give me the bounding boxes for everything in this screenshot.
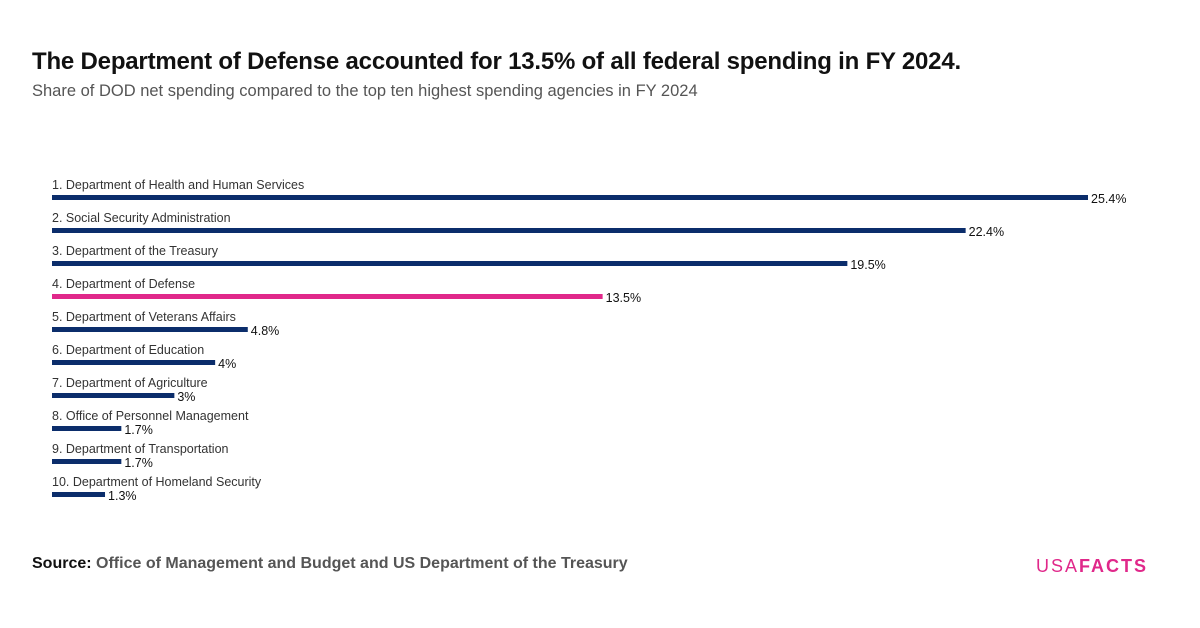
- bar-category-label: 4. Department of Defense: [52, 277, 195, 291]
- bar-value-label: 22.4%: [969, 225, 1004, 239]
- bar: [52, 261, 848, 266]
- bar-category-label: 2. Social Security Administration: [52, 211, 231, 225]
- bar-category-label: 10. Department of Homeland Security: [52, 475, 262, 489]
- chart-title: The Department of Defense accounted for …: [32, 48, 961, 75]
- bar-value-label: 1.3%: [108, 489, 137, 503]
- bar-value-label: 25.4%: [1091, 192, 1126, 206]
- source-label: Source:: [32, 555, 92, 572]
- bar: [52, 459, 122, 464]
- bar-category-label: 1. Department of Health and Human Servic…: [52, 178, 304, 192]
- bar: [52, 228, 966, 233]
- bar-category-label: 9. Department of Transportation: [52, 442, 229, 456]
- bar-value-label: 1.7%: [124, 423, 153, 437]
- chart-subtitle: Share of DOD net spending compared to th…: [32, 82, 698, 100]
- bar-value-label: 13.5%: [606, 291, 641, 305]
- bar-value-label: 3%: [177, 390, 195, 404]
- bar: [52, 393, 175, 398]
- bar-category-label: 7. Department of Agriculture: [52, 376, 208, 390]
- usafacts-logo: USAFACTS: [1036, 556, 1148, 577]
- bar-category-label: 6. Department of Education: [52, 343, 204, 357]
- logo-usa-text: USA: [1035, 556, 1079, 576]
- logo-facts-text: FACTS: [1078, 556, 1148, 576]
- source-note: Source: Office of Management and Budget …: [32, 555, 628, 573]
- bar-value-label: 19.5%: [850, 258, 885, 272]
- bar-category-label: 3. Department of the Treasury: [52, 244, 219, 258]
- bar-value-label: 1.7%: [124, 456, 153, 470]
- bar-value-label: 4.8%: [251, 324, 280, 338]
- bar-value-label: 4%: [218, 357, 236, 371]
- bar: [52, 360, 216, 365]
- bar: [52, 492, 106, 497]
- bar-category-label: 5. Department of Veterans Affairs: [52, 310, 236, 324]
- bar-category-label: 8. Office of Personnel Management: [52, 409, 249, 423]
- bar: [52, 426, 122, 431]
- bar: [52, 195, 1088, 200]
- bar: [52, 327, 248, 332]
- bar: [52, 294, 603, 299]
- source-text: Office of Management and Budget and US D…: [96, 555, 628, 572]
